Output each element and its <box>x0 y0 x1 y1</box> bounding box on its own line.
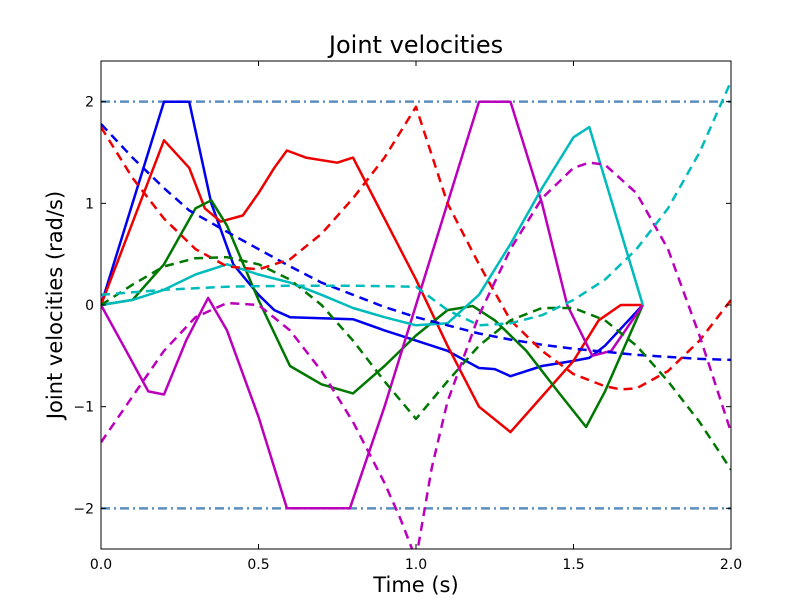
data-series <box>101 80 731 549</box>
blue-solid-series-line <box>101 100 644 378</box>
y-tick-label: −2 <box>73 501 94 517</box>
chart-title: Joint velocities <box>327 31 503 59</box>
x-tick-label: 2.0 <box>720 557 742 573</box>
cyan-dashed-series-line <box>101 80 731 327</box>
axis-ticks: 0.0 0.5 1.0 1.5 2.0 −2 −1 0 1 2 <box>73 61 742 573</box>
x-tick-label: 0.0 <box>90 557 112 573</box>
y-tick-label: 0 <box>85 298 94 314</box>
green-dashed-series-line <box>101 255 731 471</box>
magenta-solid-series-line <box>101 100 644 510</box>
x-tick-label: 1.5 <box>562 557 584 573</box>
blue-dashed-series-line <box>101 123 731 362</box>
green-solid-series-line <box>101 199 644 429</box>
x-axis-label: Time (s) <box>372 573 458 597</box>
y-tick-label: 1 <box>85 196 94 212</box>
x-tick-label: 1.0 <box>405 557 427 573</box>
cyan-solid-series-line <box>101 125 644 327</box>
red-solid-series-line <box>101 139 643 434</box>
magenta-dashed-series-line <box>101 161 731 549</box>
x-tick-label: 0.5 <box>247 557 269 573</box>
y-tick-label: 2 <box>85 95 94 111</box>
y-tick-label: −1 <box>73 400 94 416</box>
y-axis-label: Joint velocities (rad/s) <box>43 191 67 421</box>
